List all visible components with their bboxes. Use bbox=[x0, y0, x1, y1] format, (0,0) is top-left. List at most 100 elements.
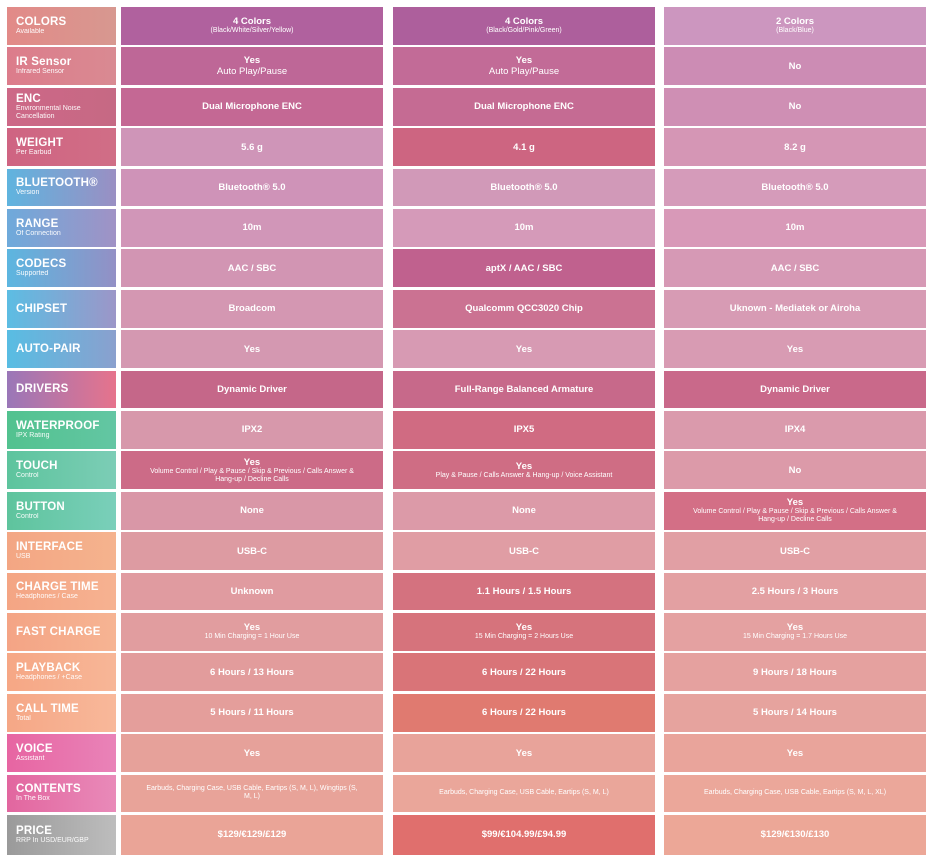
cell-value: Qualcomm QCC3020 Chip bbox=[465, 303, 583, 315]
cell-detail: Earbuds, Charging Case, USB Cable, Earti… bbox=[439, 789, 609, 797]
row-label-title: CHIPSET bbox=[16, 302, 68, 315]
product-1-cell: Broadcom bbox=[121, 289, 383, 328]
cell-value: Unknown bbox=[230, 585, 274, 597]
row-label-subtitle: Total bbox=[16, 714, 31, 722]
product-3-cell: 10m bbox=[664, 209, 926, 247]
row-label-subtitle: Per Earbud bbox=[16, 149, 52, 157]
cell-value: IPX2 bbox=[241, 424, 263, 436]
row-label-title: BUTTON bbox=[16, 500, 65, 513]
product-2-cell: Yes Auto Play/Pause bbox=[393, 47, 655, 86]
row-label-subtitle: Supported bbox=[16, 270, 49, 278]
row-label-title: FAST CHARGE bbox=[16, 625, 101, 638]
product-2-cell: Qualcomm QCC3020 Chip bbox=[393, 289, 655, 328]
product-2-cell: aptX / AAC / SBC bbox=[393, 249, 655, 288]
row-label-subtitle: Control bbox=[16, 472, 39, 480]
cell-value: IPX5 bbox=[513, 424, 535, 436]
row-label-subtitle: Version bbox=[16, 189, 40, 197]
cell-value: USB-C bbox=[236, 545, 268, 557]
row-label-subtitle: In The Box bbox=[16, 795, 50, 803]
row-label-subtitle: Headphones / +Case bbox=[16, 674, 82, 682]
row-label-subtitle: Assistant bbox=[16, 755, 45, 763]
product-3-cell: No bbox=[664, 87, 926, 126]
product-3-cell: Yes Volume Control / Play & Pause / Skip … bbox=[664, 491, 926, 530]
cell-value: $129/€129/£129 bbox=[217, 829, 287, 841]
product-1-cell: USB-C bbox=[121, 532, 383, 570]
cell-value: Dual Microphone ENC bbox=[202, 101, 302, 113]
product-1-cell: $129/€129/£129 bbox=[121, 815, 383, 855]
product-2-cell: 1.1 Hours / 1.5 Hours bbox=[393, 572, 655, 611]
product-1-cell: 5.6 g bbox=[121, 128, 383, 166]
product-3-cell: 2.5 Hours / 3 Hours bbox=[664, 572, 926, 611]
product-3-cell: No bbox=[664, 47, 926, 86]
product-3-cell: IPX4 bbox=[664, 411, 926, 449]
product-2-cell: Full-Range Balanced Armature bbox=[393, 370, 655, 409]
product-3-cell: AAC / SBC bbox=[664, 249, 926, 288]
cell-value: 5 Hours / 11 Hours bbox=[210, 707, 294, 719]
row-label: RANGE Of Connection bbox=[7, 209, 116, 247]
product-2-cell: IPX5 bbox=[393, 411, 655, 449]
row-label-title: BLUETOOTH® bbox=[16, 177, 98, 190]
row-label: CALL TIME Total bbox=[7, 693, 116, 732]
cell-value: Yes bbox=[515, 460, 533, 472]
product-2-cell: 6 Hours / 22 Hours bbox=[393, 693, 655, 732]
cell-value: 5.6 g bbox=[241, 141, 263, 153]
product-3-cell: 2 Colors (Black/Blue) bbox=[664, 7, 926, 45]
product-2-cell: Yes bbox=[393, 330, 655, 368]
row-label: COLORS Available bbox=[7, 7, 116, 45]
product-3-cell: 9 Hours / 18 Hours bbox=[664, 653, 926, 692]
row-label: FAST CHARGE bbox=[7, 613, 116, 651]
cell-value: None bbox=[240, 505, 264, 517]
product-3-cell: USB-C bbox=[664, 532, 926, 570]
cell-value: 10m bbox=[242, 222, 262, 234]
row-label: AUTO-PAIR bbox=[7, 330, 116, 368]
row-label-title: IR Sensor bbox=[16, 56, 72, 69]
cell-value: Yes bbox=[243, 622, 261, 634]
row-label-title: CODECS bbox=[16, 258, 67, 271]
product-1-cell: Unknown bbox=[121, 572, 383, 611]
product-3-cell: No bbox=[664, 451, 926, 490]
row-label: WATERPROOF IPX Rating bbox=[7, 411, 116, 449]
product-1-cell: Yes bbox=[121, 734, 383, 772]
row-label-title: WEIGHT bbox=[16, 137, 64, 150]
cell-detail: Play & Pause / Calls Answer & Hang-up / … bbox=[435, 471, 613, 479]
cell-value: 10m bbox=[514, 222, 534, 234]
product-1-cell: None bbox=[121, 491, 383, 530]
cell-value: $129/€130/£130 bbox=[760, 829, 830, 841]
row-label-title: DRIVERS bbox=[16, 383, 69, 396]
product-1-cell: Yes 10 Min Charging = 1 Hour Use bbox=[121, 613, 383, 651]
product-1-cell: Yes Auto Play/Pause bbox=[121, 47, 383, 86]
row-label-title: CHARGE TIME bbox=[16, 581, 99, 594]
row-label-subtitle: Infrared Sensor bbox=[16, 68, 65, 76]
row-label-title: INTERFACE bbox=[16, 541, 83, 554]
cell-detail: Auto Play/Pause bbox=[488, 66, 560, 78]
row-label: IR Sensor Infrared Sensor bbox=[7, 47, 116, 86]
row-label-title: WATERPROOF bbox=[16, 419, 100, 432]
product-2-cell: Yes 15 Min Charging = 2 Hours Use bbox=[393, 613, 655, 651]
row-label-title: COLORS bbox=[16, 15, 67, 28]
cell-value: Bluetooth® 5.0 bbox=[761, 181, 829, 193]
row-label-title: RANGE bbox=[16, 217, 59, 230]
cell-value: AAC / SBC bbox=[770, 262, 820, 274]
cell-value: Yes bbox=[243, 55, 261, 67]
row-label: CHIPSET bbox=[7, 289, 116, 328]
cell-value: 9 Hours / 18 Hours bbox=[753, 666, 837, 678]
product-1-cell: Dual Microphone ENC bbox=[121, 87, 383, 126]
row-label-title: TOUCH bbox=[16, 460, 58, 473]
product-3-cell: Earbuds, Charging Case, USB Cable, Earti… bbox=[664, 774, 926, 813]
cell-detail: Auto Play/Pause bbox=[216, 66, 288, 78]
product-1-cell: 5 Hours / 11 Hours bbox=[121, 693, 383, 732]
product-1-cell: Bluetooth® 5.0 bbox=[121, 168, 383, 207]
product-2-cell: Bluetooth® 5.0 bbox=[393, 168, 655, 207]
row-label-title: PLAYBACK bbox=[16, 662, 81, 675]
cell-value: 1.1 Hours / 1.5 Hours bbox=[476, 585, 572, 597]
product-3-cell: Yes bbox=[664, 734, 926, 772]
product-2-cell: Dual Microphone ENC bbox=[393, 87, 655, 126]
row-label-subtitle: RRP In USD/EUR/GBP bbox=[16, 836, 89, 844]
product-1-cell: Yes bbox=[121, 330, 383, 368]
row-label: TOUCH Control bbox=[7, 451, 116, 490]
cell-value: Dual Microphone ENC bbox=[474, 101, 574, 113]
product-3-cell: 5 Hours / 14 Hours bbox=[664, 693, 926, 732]
row-label-subtitle: Control bbox=[16, 512, 39, 520]
cell-value: Yes bbox=[515, 343, 533, 355]
